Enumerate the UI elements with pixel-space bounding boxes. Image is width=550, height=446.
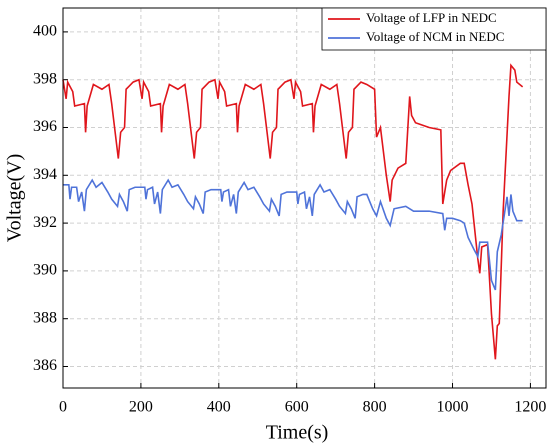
legend-label: Voltage of LFP in NEDC (366, 10, 497, 25)
data-line (63, 178, 523, 291)
x-tick-label: 800 (363, 399, 387, 416)
plot-frame (62, 7, 547, 389)
y-axis-label: Voltage(V) (4, 154, 26, 243)
x-tick-label: 1000 (437, 399, 469, 416)
y-tick-label: 392 (33, 214, 57, 231)
legend-box (321, 7, 547, 51)
y-tick-label: 390 (33, 262, 57, 279)
data-line (62, 63, 524, 360)
y-tick-label: 394 (33, 166, 57, 183)
x-tick-label: 400 (207, 399, 231, 416)
x-tick-label: 0 (59, 399, 67, 416)
y-tick-label: 388 (33, 309, 57, 326)
x-axis-label: Time(s) (266, 422, 329, 444)
y-tick-label: 400 (33, 23, 57, 40)
x-tick-label: 600 (285, 399, 309, 416)
y-tick-label: 398 (33, 70, 57, 87)
x-tick-label: 1200 (514, 399, 546, 416)
y-tick-label: 396 (33, 118, 57, 135)
legend-label: Voltage of NCM in NEDC (366, 29, 504, 44)
y-tick-label: 386 (33, 357, 57, 374)
x-tick-label: 200 (129, 399, 153, 416)
legend: Voltage of LFP in NEDC Voltage of NCM in … (321, 7, 547, 51)
